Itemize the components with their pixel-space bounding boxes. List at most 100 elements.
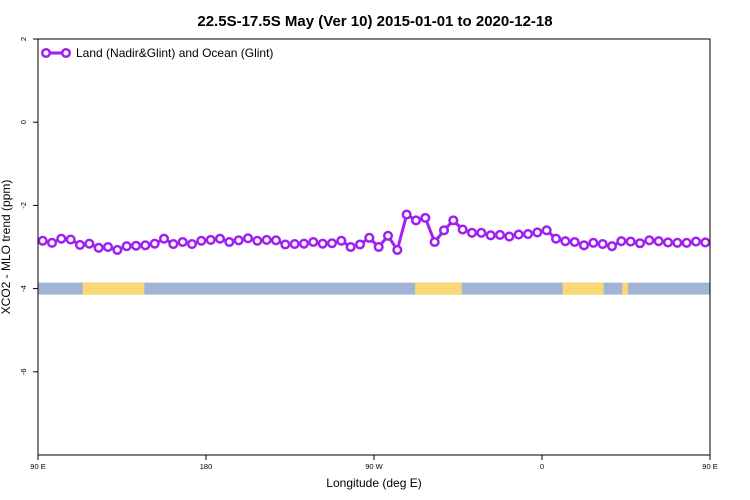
data-point [326,238,338,249]
data-point [485,230,496,241]
data-point [662,237,674,248]
y-tick-label: 0 [19,120,28,124]
data-point [158,233,170,244]
data-point [569,236,580,248]
data-point [177,236,188,248]
legend-label: Land (Nadir&Glint) and Ocean (Glint) [76,46,273,60]
data-point [532,227,543,238]
data-point [354,239,366,250]
data-point [280,239,291,250]
data-point [205,234,216,245]
data-point [84,238,95,249]
y-axis-label: XCO2 - MLO trend (ppm) [0,180,13,315]
data-point [392,244,403,255]
data-point [606,241,618,252]
data-point [550,233,562,244]
y-tick-label: -2 [19,202,28,209]
data-point [681,237,692,248]
data-point [233,235,244,246]
data-point [168,239,179,250]
x-tick-label: 90 E [702,462,717,471]
data-point [298,238,310,249]
ocean-strip [38,282,710,295]
data-point [130,240,142,251]
data-point [504,231,515,242]
data-point [494,229,506,240]
data-point [102,241,114,253]
data-point [513,229,524,240]
data-point [420,212,431,223]
data-point [410,215,422,226]
data-point [672,237,683,248]
data-point [653,236,664,247]
data-point [214,233,226,244]
legend: Land (Nadir&Glint) and Ocean (Glint) [40,46,273,60]
data-point [364,232,375,243]
series-group [37,209,711,255]
data-point [382,230,394,241]
data-point [93,242,104,253]
land-segment [622,282,628,295]
x-tick-label: 90 W [365,462,383,471]
data-point [261,234,272,245]
data-point [37,235,48,246]
data-point [74,239,86,250]
data-point [448,215,459,226]
y-tick-label: 2 [19,37,28,41]
data-point [121,241,132,252]
data-point [541,225,552,236]
data-point [466,227,478,238]
data-point [186,239,198,250]
land-segment [82,282,145,295]
x-tick-label: 180 [200,462,213,471]
data-point [429,236,440,248]
land-segment [415,282,462,295]
data-point [140,240,151,251]
data-point [690,236,702,247]
data-point [578,240,590,251]
x-axis-label: Longitude (deg E) [326,476,421,490]
data-point [336,235,347,246]
data-point [588,237,599,248]
legend-marker [60,47,72,59]
data-point [616,236,627,247]
data-point [345,241,356,253]
data-point [289,239,300,250]
data-point [56,233,67,244]
data-point [224,236,235,248]
data-point [46,237,58,248]
data-point [476,227,487,238]
data-point [65,234,76,245]
data-point [700,237,711,248]
legend-marker [40,47,52,59]
data-point [270,235,282,246]
land-segment [562,282,604,295]
surface-strip [38,282,710,295]
plot-frame [37,38,711,456]
data-point [522,229,534,240]
data-point [112,244,123,255]
x-tick-label: 90 E [30,462,45,471]
data-point [317,238,328,249]
y-tick-label: -6 [19,368,28,375]
data-point [308,236,319,248]
data-point [597,239,608,250]
data-point [401,209,412,220]
data-point [373,241,384,253]
data-point [560,236,571,247]
x-tick-label: 0 [540,462,544,471]
data-point [252,235,263,246]
data-point [644,235,655,246]
data-point [196,235,207,246]
chart-title: 22.5S-17.5S May (Ver 10) 2015-01-01 to 2… [197,13,552,30]
data-point [457,224,468,235]
data-point [149,238,160,249]
data-point [634,238,646,249]
y-axis-ticks: 2 0 -2 -4 -6 [19,37,38,375]
data-point [242,233,254,244]
data-point [625,236,636,247]
data-point [438,225,450,236]
y-tick-label: -4 [19,285,28,292]
x-axis-ticks: 90 E 180 90 W 0 90 E [30,455,718,471]
